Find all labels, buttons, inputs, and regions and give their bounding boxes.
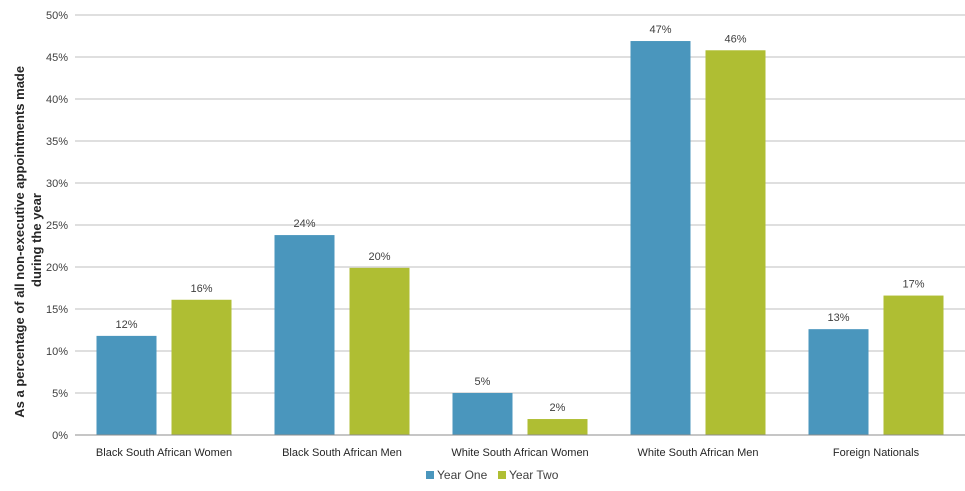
y-axis-ticks: 0% 5% 10% 15% 20% 25% 30% 35% 40% 45% 50% [46, 10, 68, 442]
y-axis-label-line-1: As a percentage of all non-executive app… [12, 66, 27, 418]
category-labels: Black South African Women Black South Afr… [96, 447, 920, 459]
y-tick-label: 25% [46, 220, 68, 232]
legend: Year One Year Two [426, 468, 559, 482]
y-tick-label: 10% [46, 346, 68, 358]
data-label: 13% [827, 312, 849, 324]
legend-label: Year One [437, 468, 488, 482]
bar-year-one [808, 329, 869, 435]
data-label: 47% [649, 24, 671, 36]
data-label: 46% [724, 33, 746, 45]
bar-year-one [274, 235, 335, 435]
y-tick-label: 0% [52, 430, 68, 442]
y-axis-label-line-2: during the year [29, 193, 44, 287]
bar-year-two [883, 295, 944, 435]
y-axis-label: As a percentage of all non-executive app… [12, 62, 44, 417]
bar-year-two [527, 419, 588, 435]
data-label: 16% [190, 283, 212, 295]
bar-year-one [452, 393, 513, 435]
data-label: 24% [293, 218, 315, 230]
legend-label: Year Two [509, 468, 559, 482]
data-labels: 12% 16% 24% 20% 5% 2% 47% 46% 13% 17% [115, 24, 924, 414]
bars [96, 41, 944, 435]
data-label: 2% [550, 402, 566, 414]
bar-year-two [171, 299, 232, 435]
y-tick-label: 45% [46, 52, 68, 64]
bar-year-two [705, 50, 766, 435]
y-tick-label: 35% [46, 136, 68, 148]
legend-swatch [426, 471, 434, 479]
category-label: White South African Women [451, 447, 588, 459]
data-label: 12% [115, 319, 137, 331]
y-tick-label: 30% [46, 178, 68, 190]
y-tick-label: 40% [46, 94, 68, 106]
category-label: Foreign Nationals [833, 447, 920, 459]
y-tick-label: 5% [52, 388, 68, 400]
data-label: 17% [902, 279, 924, 291]
category-label: Black South African Women [96, 447, 232, 459]
category-label: White South African Men [637, 447, 758, 459]
y-tick-label: 50% [46, 10, 68, 22]
data-label: 20% [368, 251, 390, 263]
y-tick-label: 15% [46, 304, 68, 316]
legend-swatch [498, 471, 506, 479]
bar-year-one [96, 335, 157, 435]
bar-year-one [630, 41, 691, 435]
bar-year-two [349, 267, 410, 435]
y-tick-label: 20% [46, 262, 68, 274]
category-label: Black South African Men [282, 447, 402, 459]
data-label: 5% [475, 376, 491, 388]
